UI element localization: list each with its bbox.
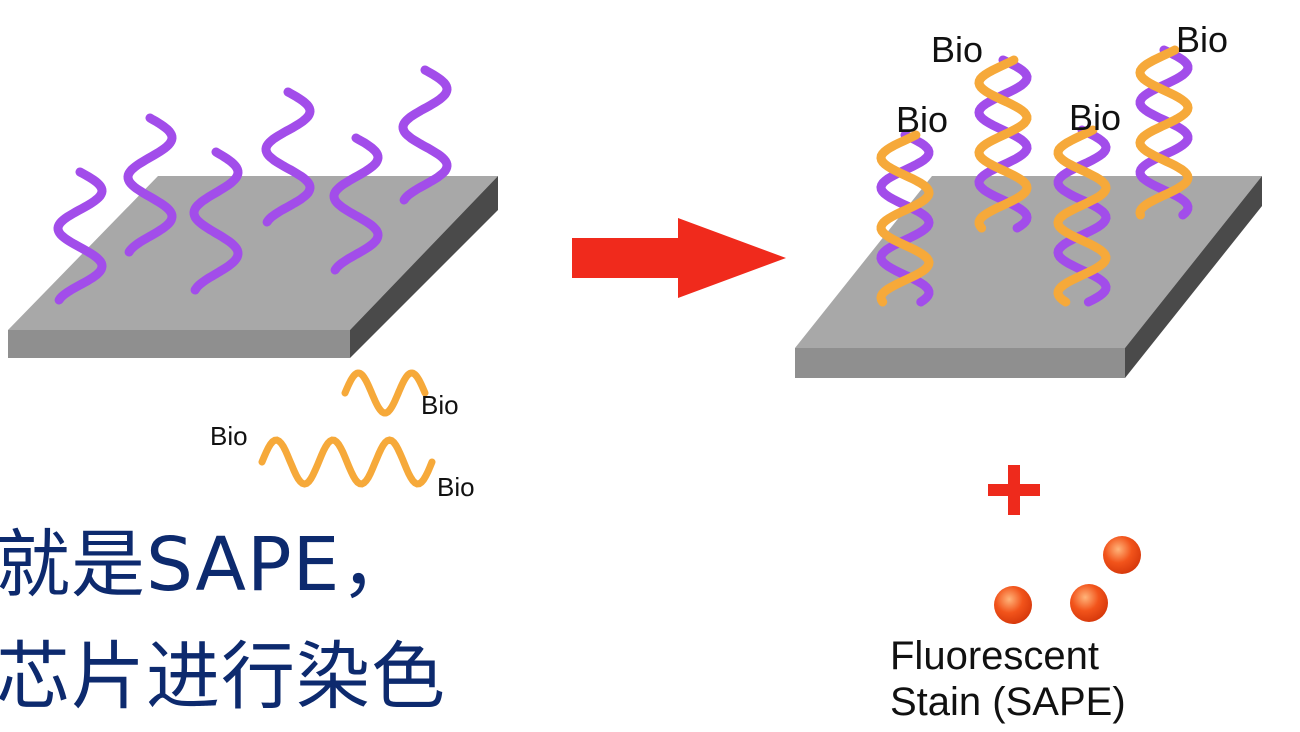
target-strand: [341, 369, 429, 417]
probe-strand: [398, 65, 452, 205]
helix-probe-strand: [876, 130, 934, 307]
free-target-strands: [258, 369, 436, 488]
bio-label-helix-3: Bio: [1069, 97, 1121, 138]
stain-label-line-1: Fluorescent: [890, 634, 1099, 678]
helix-probe-strand: [974, 55, 1032, 233]
helix-target-strand: [876, 130, 934, 307]
right-chip-slide: [795, 176, 1262, 378]
subtitle-line-1: 就是SAPE，: [0, 522, 416, 608]
bio-label-helix-1: Bio: [896, 99, 948, 140]
target-strand: [258, 436, 436, 488]
helix-target-strand: [1053, 125, 1111, 307]
right-arrow-icon: [572, 218, 786, 298]
bio-label-helix-4: Bio: [1176, 19, 1228, 60]
probe-strand: [189, 147, 243, 295]
helix-probe-strand: [1135, 45, 1193, 220]
left-probe-strands: [53, 65, 452, 305]
fluorescent-bead-icon: [1070, 584, 1108, 622]
left-chip-slide: [8, 176, 498, 358]
probe-strand: [53, 167, 107, 305]
plus-sign: [988, 465, 1040, 515]
stain-label-line-2: Stain (SAPE): [890, 680, 1126, 724]
bio-label-helix-2: Bio: [931, 29, 983, 70]
probe-strand: [123, 113, 177, 257]
bio-label-free-1: Bio: [421, 390, 459, 420]
bio-label-free-3: Bio: [437, 472, 475, 502]
fluorescent-bead-icon: [1103, 536, 1141, 574]
hybridized-double-helices: [876, 45, 1193, 307]
subtitle-line-2: 芯片进行染色: [0, 634, 446, 720]
probe-strand: [261, 87, 315, 227]
fluorescent-bead-icon: [994, 586, 1032, 624]
helix-target-strand: [1135, 45, 1193, 220]
bio-label-free-2: Bio: [210, 421, 248, 451]
helix-target-strand: [974, 55, 1032, 233]
probe-strand: [329, 133, 383, 275]
